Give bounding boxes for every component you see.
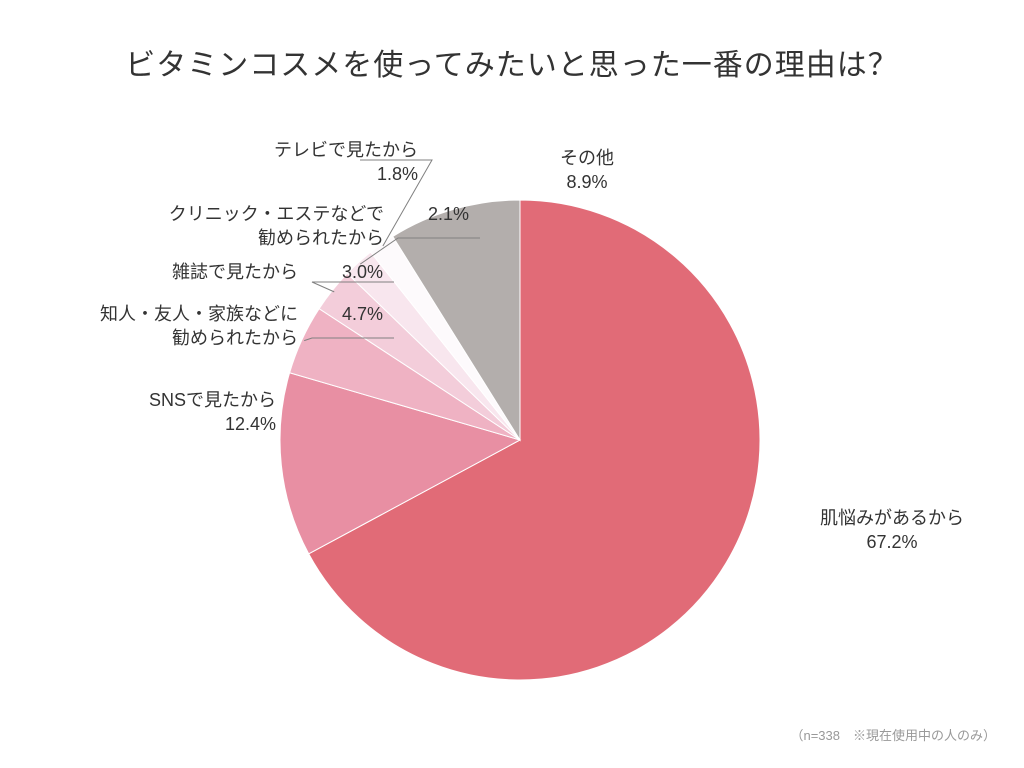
- pie-pct-mag: 3.0%: [342, 260, 383, 284]
- pie-chart: 肌悩みがあるから 67.2% SNSで見たから 12.4% 知人・友人・家族などに …: [0, 0, 1024, 768]
- pie-label-other: その他 8.9%: [560, 146, 614, 195]
- pie-label-friends: 知人・友人・家族などに 勧められたから: [38, 302, 298, 351]
- pie-label-skin: 肌悩みがあるから 67.2%: [820, 506, 964, 555]
- pie-label-clinic: クリニック・エステなどで 勧められたから: [124, 202, 384, 251]
- pie-pct-friends: 4.7%: [342, 302, 383, 326]
- pie-pct-clinic: 2.1%: [428, 202, 469, 226]
- pie-label-mag: 雑誌で見たから: [38, 260, 298, 284]
- chart-footnote: （n=338 ※現在使用中の人のみ）: [790, 725, 996, 744]
- pie-label-tv: テレビで見たから 1.8%: [158, 138, 418, 187]
- pie-svg: [0, 0, 1024, 768]
- pie-label-sns: SNSで見たから 12.4%: [16, 388, 276, 437]
- page: ビタミンコスメを使ってみたいと思った一番の理由は？ 肌悩みがあるから 67.2%…: [0, 0, 1024, 768]
